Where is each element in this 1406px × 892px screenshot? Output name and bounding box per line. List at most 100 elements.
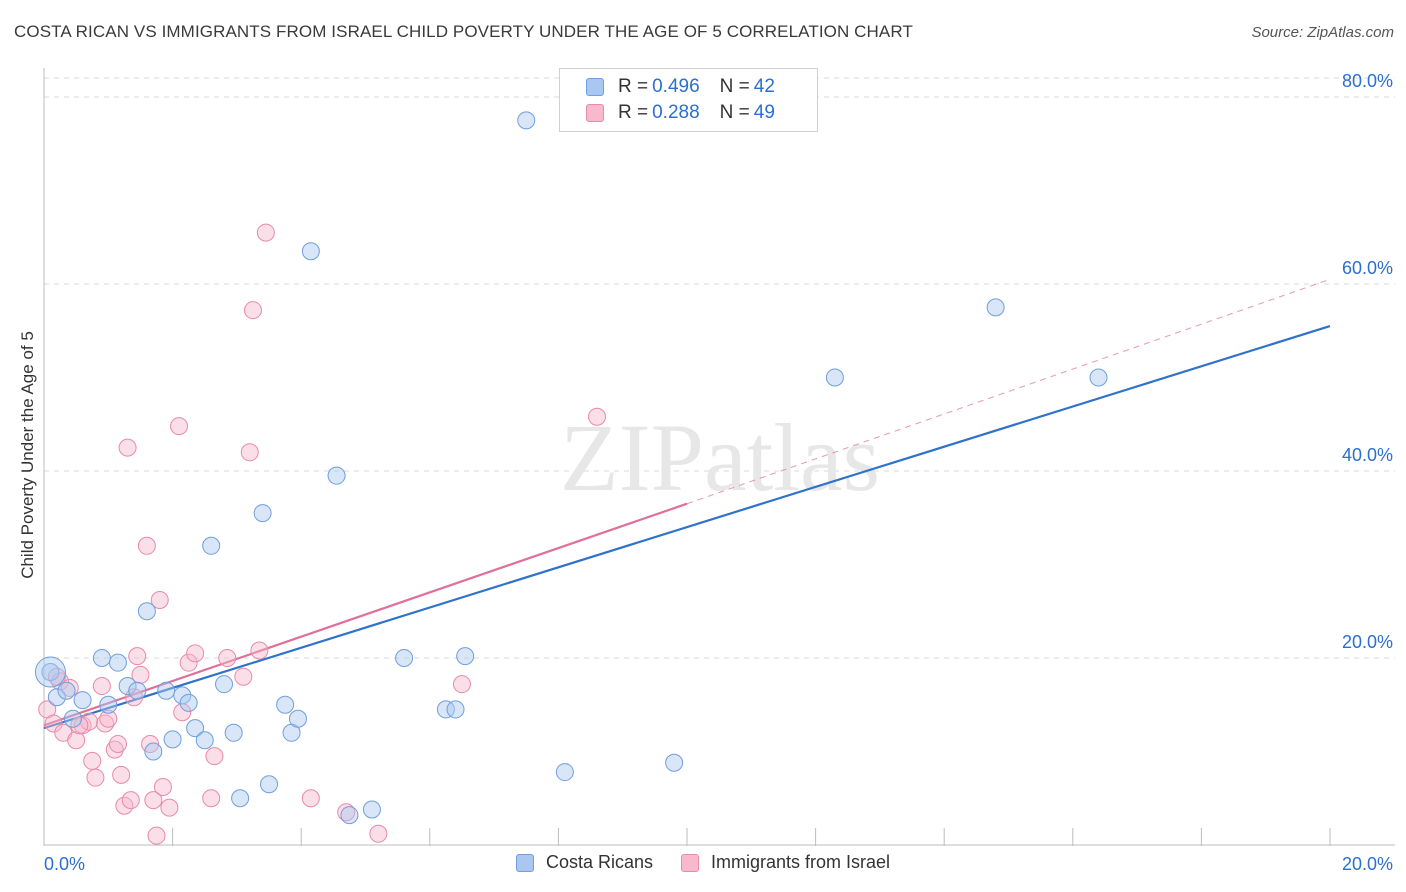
point-costa-rican [137,602,156,621]
y-tick-label: 20.0% [1342,632,1393,652]
point-israel [121,791,140,810]
legend-r-label: R = [618,102,649,123]
trend-line-israel-projection [686,278,1331,505]
trend-line-costa-ricans [43,325,1331,730]
point-costa-rican [73,691,92,710]
legend-r-value: 0.288 [652,102,700,123]
point-israel [99,709,118,728]
point-israel [301,789,320,808]
point-costa-rican [47,688,66,707]
point-costa-rican [825,368,844,387]
point-costa-rican [395,649,414,667]
legend-n-value: 49 [753,102,775,123]
point-costa-rican-cluster [34,656,66,688]
point-israel [83,751,102,770]
point-israel [170,417,189,436]
legend-n-value: 42 [753,76,775,97]
point-israel [92,677,111,696]
point-israel [186,644,205,663]
y-tick-label: 60.0% [1342,258,1393,278]
point-costa-rican [179,693,198,712]
legend-label: Costa Ricans [545,852,653,872]
point-israel [67,731,86,750]
chart-title: COSTA RICAN VS IMMIGRANTS FROM ISRAEL CH… [14,22,913,41]
point-costa-rican [1089,368,1108,387]
point-israel [205,747,224,766]
point-israel [369,824,388,843]
point-israel [128,647,147,666]
legend-n-label: N = [719,102,750,123]
legend-row-israel: R = 0.288 N = 49 [586,101,775,125]
point-israel [86,768,105,787]
point-costa-rican [224,723,243,742]
legend-label: Immigrants from Israel [711,852,891,872]
point-israel [150,591,169,610]
legend-swatch-blue [515,853,534,872]
point-costa-rican [108,653,127,672]
point-israel [234,667,253,686]
point-israel [137,536,156,555]
point-israel [147,826,166,845]
point-israel [44,714,63,733]
point-israel [70,716,89,735]
trend-line-israel [43,502,688,727]
data-points [34,111,1108,845]
point-israel [105,740,124,759]
point-costa-rican [436,700,455,719]
legend-n-label: N = [719,76,750,97]
point-costa-rican [57,681,76,700]
point-costa-rican [173,686,192,705]
point-israel [60,678,79,697]
point-costa-rican [362,800,381,819]
point-costa-rican [253,504,272,523]
point-israel [118,438,137,457]
source-label: Source: ZipAtlas.com [1251,24,1394,41]
point-costa-rican [144,742,163,761]
trend-lines [43,278,1331,730]
point-israel [202,789,221,808]
point-costa-rican [195,731,214,750]
point-israel [108,735,127,754]
point-israel [240,443,259,462]
point-israel [337,803,356,822]
point-israel [256,223,275,242]
point-israel [452,675,471,694]
point-costa-rican [41,663,60,682]
point-israel [112,765,131,784]
point-costa-rican [986,298,1005,317]
point-costa-rican [157,681,176,700]
tick-labels: 20.0% 40.0% 60.0% 80.0% 0.0% 20.0% [44,71,1393,874]
point-israel [144,791,163,810]
legend-item-costa-ricans[interactable]: Costa Ricans [515,852,653,873]
legend-swatch-pink [681,853,699,872]
point-costa-rican [665,753,684,772]
x-tick-label-max: 20.0% [1342,854,1393,874]
point-costa-rican [517,111,536,130]
point-costa-rican [99,695,118,714]
legend-swatch-pink [586,104,604,122]
point-costa-rican [163,730,182,749]
point-costa-rican [446,700,465,719]
watermark: ZIPatlas [560,404,880,511]
point-israel [218,649,237,667]
stats-legend: R = 0.496 N = 42 R = 0.288 N = 49 [559,68,818,132]
series-legend: Costa Ricans Immigrants from Israel [0,852,1406,873]
legend-row-costa-ricans: R = 0.496 N = 42 [586,75,775,99]
point-israel [153,778,172,797]
axes [43,68,1395,846]
point-costa-rican [276,695,295,714]
point-costa-rican [260,775,279,794]
point-israel [179,653,198,672]
y-tick-label: 80.0% [1342,71,1393,91]
point-costa-rican [186,719,205,738]
point-costa-rican [555,763,574,782]
y-tick-label: 40.0% [1342,445,1393,465]
point-costa-rican [202,536,221,555]
legend-swatch-blue [586,78,604,96]
legend-r-label: R = [618,76,649,97]
point-israel [587,407,606,426]
legend-item-israel[interactable]: Immigrants from Israel [681,852,890,873]
x-tick-label-min: 0.0% [44,854,85,874]
point-costa-rican [456,647,475,666]
